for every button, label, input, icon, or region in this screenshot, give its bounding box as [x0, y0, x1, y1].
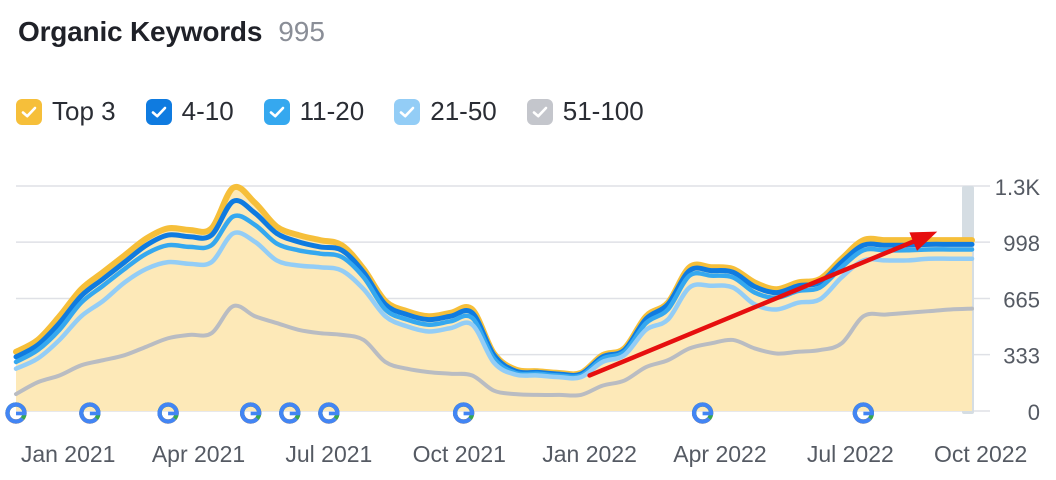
google-update-icon	[279, 402, 301, 424]
series-line-51-100	[14, 303, 974, 398]
x-tick-label: Jan 2022	[542, 441, 637, 467]
legend-item-11-20[interactable]: 11-20	[263, 96, 365, 127]
y-tick-label: 665	[1003, 288, 1040, 313]
series-line-21-50	[13, 230, 975, 381]
legend: Top 3 4-10 11-20 21-50 51-100	[16, 96, 644, 127]
x-tick-label: Apr 2021	[152, 441, 245, 467]
legend-label: 4-10	[181, 96, 234, 126]
google-update-icon	[852, 402, 874, 424]
google-icon-arc	[453, 402, 475, 424]
legend-label: 51-100	[562, 96, 644, 126]
x-tick-label: Jul 2021	[285, 441, 372, 467]
legend-label: 21-50	[430, 96, 497, 126]
legend-label: Top 3	[52, 96, 116, 126]
google-update-icon	[5, 402, 27, 424]
google-icon-arc	[5, 402, 27, 424]
y-tick-label: 333	[1003, 344, 1040, 369]
google-icon-arc	[318, 402, 340, 424]
checkbox-checked-icon[interactable]	[16, 98, 42, 125]
x-tick-label: Oct 2022	[934, 441, 1027, 467]
google-icon-arc	[279, 402, 301, 424]
keyword-count: 995	[278, 16, 325, 47]
google-icon-arc	[852, 402, 874, 424]
x-tick-label: Jul 2022	[807, 441, 894, 467]
checkbox-checked-icon[interactable]	[145, 98, 172, 125]
legend-item-4-10[interactable]: 4-10	[145, 96, 234, 127]
google-icon-arc	[240, 402, 262, 424]
legend-item-51-100[interactable]: 51-100	[526, 96, 644, 127]
google-update-icon	[79, 402, 101, 424]
google-icon-arc	[157, 402, 179, 424]
chart-title: Organic Keywords	[18, 16, 263, 47]
legend-label: 11-20	[299, 96, 365, 126]
trend-arrow-line	[587, 239, 916, 378]
trend-arrow-head	[909, 231, 938, 251]
checkbox-checked-icon[interactable]	[394, 98, 421, 125]
legend-item-top3[interactable]: Top 3	[16, 96, 116, 127]
google-update-icon	[157, 402, 179, 424]
y-tick-label: 1.3K	[995, 175, 1041, 200]
google-update-icon	[452, 402, 475, 424]
series-line-11-20	[13, 213, 975, 380]
checkbox-checked-icon[interactable]	[526, 98, 553, 125]
y-tick-label: 998	[1003, 231, 1040, 256]
google-update-icon	[318, 402, 340, 424]
google-icon-arc	[692, 402, 714, 424]
x-tick-label: Oct 2021	[413, 441, 506, 467]
legend-item-21-50[interactable]: 21-50	[394, 96, 497, 127]
x-tick-label: Apr 2022	[673, 441, 766, 467]
x-tick-label: Jan 2021	[21, 441, 116, 467]
google-update-icon	[240, 402, 262, 424]
y-tick-label: 0	[1028, 400, 1040, 425]
checkbox-checked-icon[interactable]	[263, 98, 290, 125]
google-icon-arc	[79, 402, 101, 424]
chart-header: Organic Keywords 995	[18, 16, 325, 48]
google-update-icon	[691, 402, 714, 424]
keywords-area-chart: 0 333 665 998 1.3K Jan 2021 Apr 2021 Jul 2021 Oc…	[5, 175, 1041, 467]
